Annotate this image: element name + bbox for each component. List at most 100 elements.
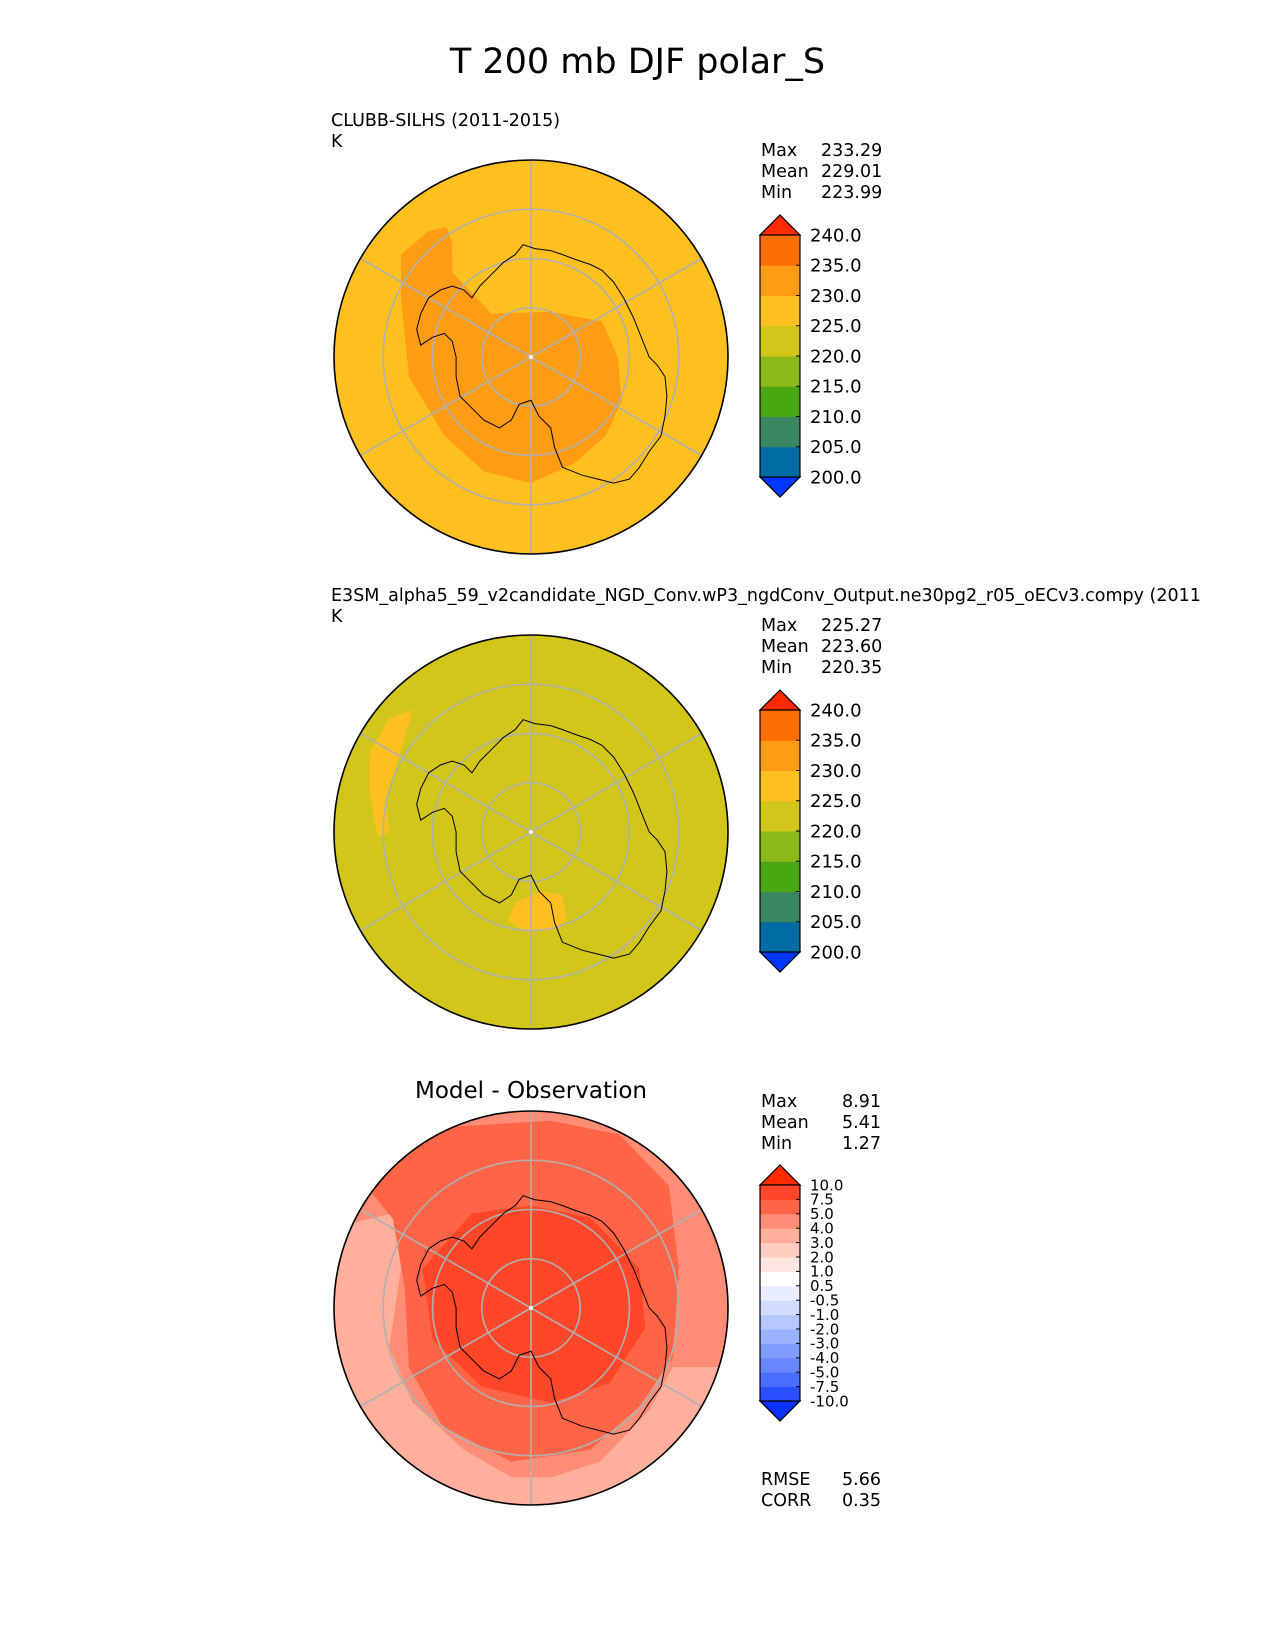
meridian-line — [530, 1208, 703, 1309]
colorbar-tick-label: 200.0 — [810, 467, 862, 488]
panel2-stat-max-label: Max — [761, 616, 798, 636]
colorbar-bin — [760, 740, 800, 771]
colorbar-bin — [760, 1257, 800, 1272]
panel3-stat-min-value: 1.27 — [842, 1134, 881, 1154]
colorbar-bin — [760, 1285, 800, 1301]
colorbar-extend-low — [758, 476, 802, 498]
colorbar-tick-label: 235.0 — [810, 731, 862, 752]
meridian-line — [359, 257, 532, 358]
colorbar-tick-label: 10.0 — [810, 1176, 843, 1194]
colorbar-bin — [760, 265, 800, 296]
colorbar-tick-label: -1.0 — [810, 1306, 839, 1324]
map-region-core-strongest — [422, 1205, 646, 1403]
panel1-header-line1: CLUBB-SILHS (2011-2015) — [331, 111, 561, 131]
colorbar-extend-high — [758, 1164, 802, 1186]
map-region-central-warm-core — [401, 227, 622, 484]
panel3-rmse-label: RMSE — [761, 1470, 811, 1490]
colorbar-bin — [760, 1185, 800, 1200]
panel3-stat-mean-label: Mean — [761, 1113, 809, 1133]
antarctica-coastline — [416, 1195, 668, 1435]
map-border — [333, 634, 729, 1030]
colorbar-extend-high — [758, 689, 802, 711]
colorbar-bin — [760, 800, 800, 832]
colorbar-tick-label: 210.0 — [810, 407, 862, 428]
colorbar-bin — [760, 1271, 800, 1287]
colorbar-bin — [760, 921, 800, 953]
panel3-corr-label: CORR — [761, 1491, 812, 1511]
colorbar-bin — [760, 295, 800, 327]
colorbar-bin — [760, 1343, 800, 1359]
meridian-line — [359, 831, 532, 932]
panel2-stat-mean-value: 223.60 — [821, 637, 883, 657]
colorbar-tick-label: 215.0 — [810, 852, 862, 873]
colorbar-tick-label: 0.5 — [810, 1277, 834, 1295]
colorbar-tick-label: -4.0 — [810, 1349, 839, 1367]
colorbar-bin — [760, 710, 800, 741]
colorbar-tick-label: -5.0 — [810, 1363, 839, 1381]
colorbar-extend-low — [758, 951, 802, 973]
meridian-line — [530, 356, 703, 457]
colorbar-panel-2: 200.0 205.0 210.0 215.0 220.0 225.0 230.0 235.0… — [758, 689, 862, 973]
colorbar-tick-label: 210.0 — [810, 882, 862, 903]
map-region-outer-weak-band — [334, 1213, 728, 1505]
colorbar-bin — [760, 1329, 800, 1344]
colorbar-bin — [760, 1300, 800, 1316]
pole-marker — [529, 355, 533, 359]
colorbar-panel-3: -10.0-7.5-5.0-4.0-3.0-2.0-1.0-0.50.51.02… — [758, 1164, 849, 1422]
colorbar-tick-label: -10.0 — [810, 1392, 849, 1410]
map-panel-3 — [333, 1110, 729, 1506]
colorbar-extend-high — [758, 214, 802, 236]
colorbar-bin — [760, 386, 800, 417]
meridian-line — [530, 831, 703, 932]
panel2-header-line1: E3SM_alpha5_59_v2candidate_NGD_Conv.wP3_… — [331, 586, 1201, 606]
colorbar-tick-label: -3.0 — [810, 1335, 839, 1353]
panel3-stat-mean-value: 5.41 — [842, 1113, 881, 1133]
colorbar-tick-label: 3.0 — [810, 1234, 834, 1252]
panel1-stat-mean-value: 229.01 — [821, 162, 883, 182]
colorbar-tick-label: 240.0 — [810, 225, 862, 246]
meridian-line — [359, 1208, 532, 1309]
antarctica-coastline — [416, 719, 668, 959]
colorbar-bin — [760, 1372, 800, 1388]
panel2-stat-mean-label: Mean — [761, 637, 809, 657]
colorbar-tick-label: 2.0 — [810, 1248, 834, 1266]
panel2-header-units: K — [331, 607, 343, 627]
panel1-header-units: K — [331, 132, 343, 152]
figure-title: T 200 mb DJF polar_S — [449, 42, 826, 82]
colorbar-bin — [760, 1314, 800, 1330]
colorbar-bin — [760, 770, 800, 802]
meridian-line — [530, 257, 703, 358]
colorbar-bin — [760, 891, 800, 923]
colorbar-tick-label: 220.0 — [810, 821, 862, 842]
panel1-stat-mean-label: Mean — [761, 162, 809, 182]
map-region-warm-patch-south — [507, 891, 567, 931]
colorbar-bin — [760, 325, 800, 357]
panel3-stat-min-label: Min — [761, 1134, 793, 1154]
meridian-line — [530, 732, 703, 833]
panel2-stat-min-label: Min — [761, 658, 793, 678]
colorbar-tick-label: 225.0 — [810, 316, 862, 337]
panel1-stat-max-label: Max — [761, 141, 798, 161]
colorbar-bin — [760, 861, 800, 892]
map-region-warm-patch-west — [369, 709, 413, 836]
panel3-corr-value: 0.35 — [842, 1491, 881, 1511]
colorbar-bin — [760, 1357, 800, 1373]
colorbar-tick-label: 220.0 — [810, 346, 862, 367]
colorbar-tick-label: 205.0 — [810, 437, 862, 458]
panel2-stat-max-value: 225.27 — [821, 616, 883, 636]
colorbar-tick-label: 200.0 — [810, 942, 862, 963]
colorbar-tick-label: -2.0 — [810, 1320, 839, 1338]
colorbar-panel-1: 200.0 205.0 210.0 215.0 220.0 225.0 230.0 235.0… — [758, 214, 862, 498]
colorbar-bin — [760, 416, 800, 448]
pole-marker — [529, 830, 533, 834]
meridian-line — [530, 1307, 703, 1408]
colorbar-bin — [760, 446, 800, 478]
panel2-stat-min-value: 220.35 — [821, 658, 883, 678]
panel3-stat-max-value: 8.91 — [842, 1092, 881, 1112]
map-border — [333, 1110, 729, 1506]
colorbar-bin — [760, 356, 800, 387]
colorbar-tick-label: 205.0 — [810, 912, 862, 933]
map-border — [333, 159, 729, 555]
colorbar-tick-label: 240.0 — [810, 700, 862, 721]
